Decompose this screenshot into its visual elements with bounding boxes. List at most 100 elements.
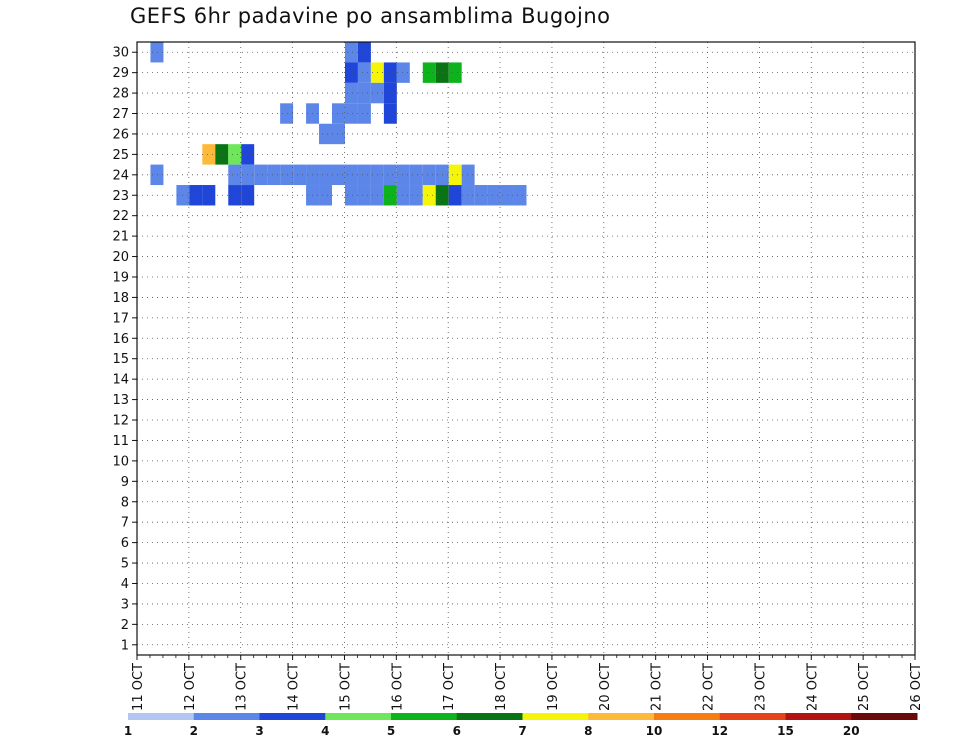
y-tick-label: 17 <box>112 311 129 326</box>
colorbar-swatch <box>785 713 852 720</box>
y-tick-label: 3 <box>121 597 129 612</box>
colorbar-swatch <box>391 713 458 720</box>
x-tick-label: 21 OCT <box>650 663 665 711</box>
y-tick-label: 2 <box>121 618 129 633</box>
data-cell <box>150 42 164 63</box>
data-cell <box>344 62 358 83</box>
data-cell <box>202 185 216 206</box>
y-tick-label: 29 <box>112 66 129 81</box>
y-tick-label: 5 <box>121 557 129 572</box>
colorbar-swatch <box>259 713 326 720</box>
y-tick-label: 26 <box>112 127 129 142</box>
colorbar-swatch <box>851 713 918 720</box>
x-tick-label: 19 OCT <box>546 663 561 711</box>
y-tick-label: 24 <box>112 168 129 183</box>
y-tick-label: 9 <box>121 475 129 490</box>
x-tick-label: 22 OCT <box>702 663 717 711</box>
data-cell <box>319 185 332 206</box>
y-tick-label: 7 <box>121 516 129 531</box>
y-tick-label: 13 <box>112 393 129 408</box>
data-cell <box>357 82 371 104</box>
data-cell <box>383 103 397 124</box>
data-cell <box>150 164 164 186</box>
data-cell <box>409 164 423 186</box>
data-cell <box>513 185 527 206</box>
x-tick-label: 13 OCT <box>235 663 250 711</box>
chart-title: GEFS 6hr padavine po ansamblima Bugojno <box>130 4 611 28</box>
data-cell <box>254 164 268 186</box>
y-tick-label: 30 <box>112 46 129 61</box>
data-cell <box>319 123 332 145</box>
data-cell <box>332 123 345 145</box>
data-cell <box>215 144 229 165</box>
data-cell <box>344 185 358 206</box>
y-tick-label: 18 <box>112 291 129 306</box>
y-tick-label: 11 <box>112 434 129 449</box>
plot-area <box>137 42 915 655</box>
y-tick-label: 14 <box>112 373 129 388</box>
colorbar-swatch <box>654 713 721 720</box>
data-cell <box>396 62 410 83</box>
y-tick-label: 4 <box>121 577 129 592</box>
colorbar-swatch <box>193 713 260 720</box>
y-tick-label: 28 <box>112 87 129 102</box>
x-tick-label: 11 OCT <box>131 663 146 711</box>
data-cell <box>228 144 242 165</box>
y-tick-label: 23 <box>112 189 129 204</box>
data-cell <box>383 82 397 104</box>
colorbar-swatch <box>588 713 655 720</box>
colorbar-label: 6 <box>453 724 461 738</box>
data-cell <box>461 185 475 206</box>
y-tick-label: 10 <box>112 454 129 469</box>
x-tick-label: 12 OCT <box>183 663 198 711</box>
data-cell <box>487 185 501 206</box>
colorbar-swatch <box>128 713 195 720</box>
data-cell <box>280 164 294 186</box>
x-tick-label: 23 OCT <box>753 663 768 711</box>
data-cell <box>228 185 242 206</box>
colorbar-label: 5 <box>387 724 395 738</box>
data-cell <box>383 164 397 186</box>
colorbar-label: 12 <box>711 724 728 738</box>
data-cell <box>422 185 436 206</box>
data-cell <box>228 164 242 186</box>
x-tick-label: 15 OCT <box>338 663 353 711</box>
x-tick-label: 17 OCT <box>442 663 457 711</box>
colorbar-label: 3 <box>255 724 263 738</box>
y-tick-label: 25 <box>112 148 129 163</box>
data-cell <box>383 185 397 206</box>
data-cell <box>357 103 371 124</box>
y-tick-label: 12 <box>112 414 129 429</box>
colorbar-swatch <box>719 713 786 720</box>
colorbar-label: 20 <box>843 724 860 738</box>
y-tick-label: 27 <box>112 107 129 122</box>
data-cell <box>344 164 358 186</box>
data-cell <box>357 164 371 186</box>
x-tick-label: 14 OCT <box>287 663 302 711</box>
data-cell <box>461 164 475 186</box>
colorbar-label: 7 <box>518 724 526 738</box>
data-cell <box>344 42 358 63</box>
colorbar-label: 8 <box>584 724 592 738</box>
y-tick-label: 16 <box>112 332 129 347</box>
y-tick-label: 1 <box>121 638 129 653</box>
data-cell <box>409 185 423 206</box>
data-cell <box>396 164 410 186</box>
colorbar-label: 10 <box>646 724 663 738</box>
data-cell <box>357 185 371 206</box>
data-cell <box>344 103 358 124</box>
colorbar-label: 15 <box>777 724 794 738</box>
colorbar-label: 2 <box>190 724 198 738</box>
y-tick-label: 21 <box>112 230 129 245</box>
data-cell <box>422 164 436 186</box>
data-cell <box>202 144 216 165</box>
x-tick-label: 16 OCT <box>390 663 405 711</box>
y-tick-label: 6 <box>121 536 129 551</box>
data-cell <box>344 82 358 104</box>
data-cell <box>293 164 307 186</box>
colorbar-swatch <box>456 713 523 720</box>
data-cell <box>448 164 462 186</box>
data-cell <box>422 62 436 83</box>
x-tick-label: 25 OCT <box>857 663 872 711</box>
